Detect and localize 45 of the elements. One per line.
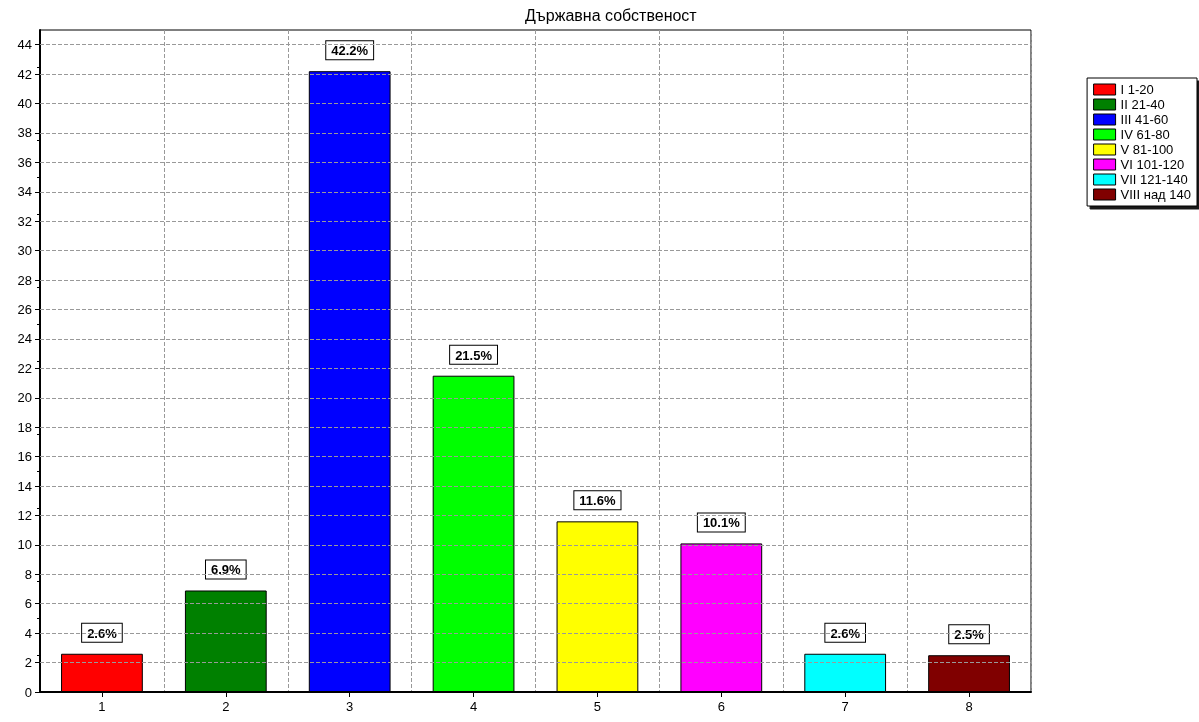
y-tick-label: 20 (17, 390, 32, 406)
y-tick-label: 24 (17, 331, 32, 347)
x-tick-label: 6 (717, 699, 725, 714)
legend-label: I 1-20 (1120, 82, 1154, 97)
data-label: 11.6% (579, 493, 616, 509)
y-tick-label: 38 (17, 125, 32, 141)
chart-title: Държавна собственост (525, 6, 698, 24)
y-tick-label: 14 (17, 478, 32, 494)
data-label: 21.5% (455, 347, 493, 363)
x-tick-label: 1 (98, 699, 106, 714)
y-tick-label: 0 (24, 684, 32, 700)
data-label: 42.2% (331, 43, 369, 59)
legend-label: V 81-100 (1120, 142, 1174, 157)
legend-label: VI 101-120 (1120, 157, 1185, 172)
x-tick-label: 8 (965, 699, 973, 714)
data-label: 6.9% (210, 562, 242, 578)
y-tick-label: 22 (17, 360, 32, 376)
y-tick-label: 42 (17, 66, 32, 82)
data-label: 10.1% (702, 515, 741, 531)
x-tick-label: 3 (346, 699, 354, 714)
legend-label: III 41-60 (1120, 112, 1169, 127)
x-tick-label: 7 (841, 699, 849, 714)
x-tick-label: 2 (222, 699, 230, 714)
y-tick-label: 16 (17, 449, 32, 465)
y-tick-label: 4 (24, 625, 32, 641)
y-tick-label: 34 (17, 184, 32, 200)
legend-label: VII 121-140 (1120, 172, 1188, 187)
y-tick-label: 6 (24, 596, 32, 612)
y-tick-label: 26 (17, 302, 32, 318)
y-tick-label: 28 (17, 272, 32, 288)
y-tick-label: 18 (17, 419, 32, 435)
legend-label: II 21-40 (1120, 97, 1165, 112)
y-tick-label: 8 (24, 566, 32, 582)
y-tick-label: 12 (17, 507, 32, 523)
y-tick-label: 32 (17, 213, 32, 229)
y-tick-label: 30 (17, 243, 32, 259)
y-tick-label: 10 (17, 537, 32, 553)
y-tick-label: 40 (17, 96, 32, 112)
legend-label: IV 61-80 (1120, 127, 1170, 142)
y-tick-label: 44 (17, 37, 32, 53)
legend-label: VIII над 140 (1120, 187, 1192, 202)
x-tick-label: 5 (593, 699, 602, 714)
y-tick-label: 2 (24, 655, 32, 671)
x-tick-label: 4 (469, 699, 478, 714)
y-tick-label: 36 (17, 154, 32, 170)
